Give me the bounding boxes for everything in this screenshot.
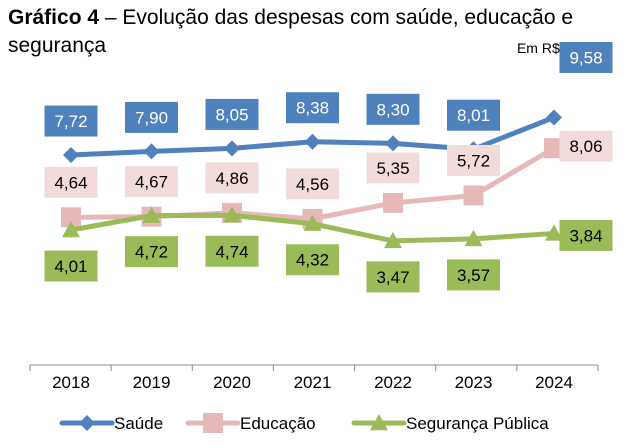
data-point-educacao <box>544 138 564 159</box>
x-tick-label: 2024 <box>535 373 573 392</box>
data-label-box-saude <box>286 92 339 124</box>
data-label-seguranca-publica: 4,01 <box>54 257 87 276</box>
data-point-saude <box>224 140 240 157</box>
data-point-saude <box>546 109 562 126</box>
data-point-seguranca-publica <box>142 206 161 223</box>
data-label-box-educacao <box>205 162 259 194</box>
legend-marker-seguranca-publica <box>370 414 388 431</box>
data-label-box-educacao <box>366 152 420 184</box>
x-tick-label: 2021 <box>294 373 332 392</box>
data-label-box-educacao <box>125 166 178 198</box>
data-label-seguranca-publica: 3,84 <box>569 226 602 245</box>
data-label-saude: 8,01 <box>457 106 490 125</box>
data-label-educacao: 4,56 <box>296 175 329 194</box>
data-label-educacao: 5,35 <box>376 159 409 178</box>
data-label-seguranca-publica: 4,32 <box>296 251 329 270</box>
x-tick-label: 2019 <box>133 373 171 392</box>
data-point-saude <box>63 147 79 164</box>
data-labels: 7,72 7,90 8,05 8,38 8,30 8,01 9,58 4,64 4,67 4,86… <box>44 41 613 293</box>
data-label-box-seguranca-publica <box>205 235 259 267</box>
data-label-box-saude <box>125 101 178 133</box>
legend-marker-educacao <box>203 413 223 433</box>
x-tick-label: 2018 <box>52 373 90 392</box>
data-label-seguranca-publica: 3,47 <box>376 268 409 287</box>
data-label-saude: 9,58 <box>569 48 602 67</box>
data-label-box-educacao <box>447 144 500 176</box>
data-point-educacao <box>61 207 81 228</box>
data-point-seguranca-publica <box>223 206 241 223</box>
data-label-box-educacao <box>559 130 613 162</box>
data-label-box-saude <box>205 98 259 130</box>
legend-marker-saude <box>79 415 95 431</box>
data-point-seguranca-publica <box>545 224 563 241</box>
data-point-educacao <box>463 185 484 206</box>
data-point-seguranca-publica <box>303 214 322 231</box>
data-label-box-saude <box>559 41 613 73</box>
legend-label-saude: Saúde <box>114 414 163 433</box>
data-label-educacao: 8,06 <box>569 137 602 156</box>
data-label-educacao: 4,67 <box>135 173 168 192</box>
data-label-box-saude <box>447 99 500 131</box>
data-label-educacao: 5,72 <box>457 151 490 170</box>
x-axis: 2018 2019 2020 2021 2022 2023 2024 <box>29 364 599 392</box>
data-point-educacao <box>383 192 403 213</box>
chart-title-rest: – Evolução das despesas com saúde, educa… <box>8 6 574 57</box>
data-label-saude: 7,90 <box>135 108 168 127</box>
data-point-seguranca-publica <box>464 229 483 247</box>
data-point-saude <box>385 135 401 152</box>
data-label-seguranca-publica: 3,57 <box>457 266 490 285</box>
data-label-educacao: 4,64 <box>54 173 87 192</box>
data-label-saude: 8,38 <box>296 99 329 118</box>
data-label-box-seguranca-publica <box>286 244 339 276</box>
data-label-box-saude <box>44 105 98 137</box>
chart-title-bold: Gráfico 4 <box>8 6 100 29</box>
data-label-educacao: 4,86 <box>215 169 248 188</box>
data-label-seguranca-publica: 4,74 <box>215 242 248 261</box>
chart-title: Gráfico 4 – Evolução das despesas com sa… <box>8 4 636 60</box>
data-label-saude: 8,30 <box>376 100 409 119</box>
x-tick-label: 2020 <box>213 373 251 392</box>
data-point-saude <box>304 133 321 150</box>
data-point-seguranca-publica <box>62 220 80 238</box>
data-label-seguranca-publica: 4,72 <box>135 243 168 262</box>
x-tick-label: 2022 <box>374 373 412 392</box>
data-label-saude: 7,72 <box>54 112 87 131</box>
data-label-box-seguranca-publica <box>559 219 613 251</box>
data-label-box-seguranca-publica <box>44 250 98 282</box>
legend-label-educacao: Educação <box>240 414 316 433</box>
data-label-box-seguranca-publica <box>366 261 420 293</box>
data-label-box-educacao <box>286 168 339 200</box>
data-label-box-saude <box>366 93 420 125</box>
data-label-box-seguranca-publica <box>125 236 178 268</box>
legend: Saúde Educação Segurança Pública <box>59 413 549 433</box>
x-tick-label: 2023 <box>455 373 493 392</box>
data-label-box-seguranca-publica <box>447 259 500 291</box>
data-label-saude: 8,05 <box>215 105 248 124</box>
legend-label-seguranca-publica: Segurança Pública <box>406 414 549 433</box>
data-label-box-educacao <box>44 166 98 198</box>
data-point-saude <box>143 143 160 160</box>
data-point-seguranca-publica <box>384 231 402 249</box>
